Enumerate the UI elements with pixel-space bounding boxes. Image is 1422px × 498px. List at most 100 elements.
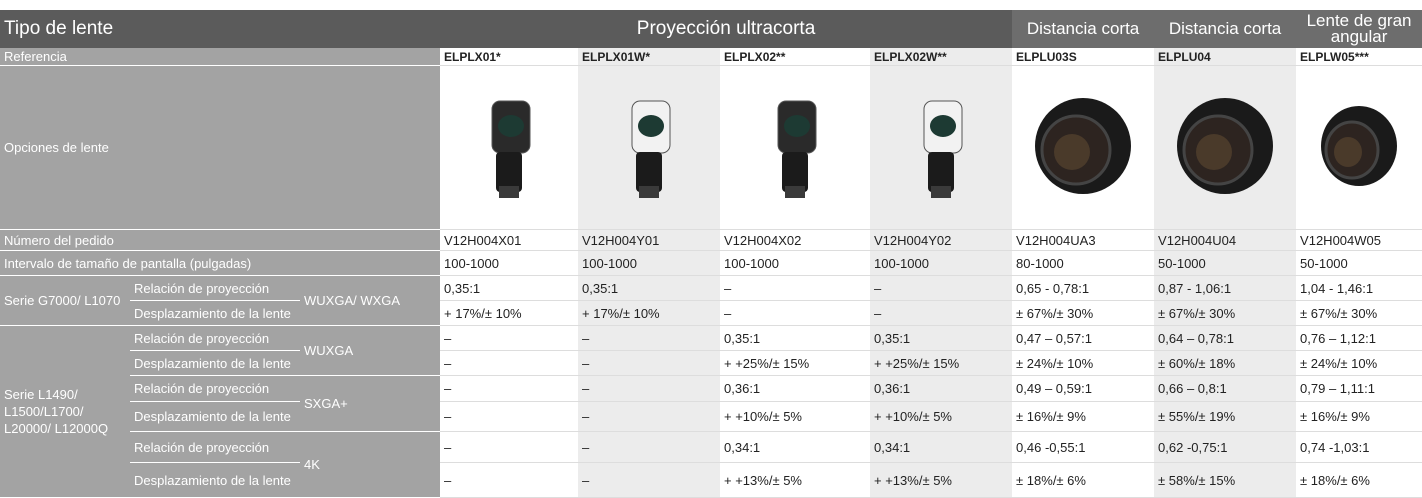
lens-cell (1296, 65, 1422, 230)
table-row: Serie L1490/ L1500/L1700/ L20000/ L12000… (0, 325, 1422, 498)
cell-value: – (578, 350, 721, 376)
row-label: Número del pedido (0, 229, 441, 251)
cell-value: V12H004X01 (440, 229, 579, 251)
cell-value: 0,35:1 (440, 275, 579, 301)
cell-value: 0,87 - 1,06:1 (1154, 275, 1297, 301)
cell-value: 0,35:1 (720, 325, 871, 351)
cell-value: 0,66 – 0,8:1 (1154, 375, 1297, 402)
row-label: Intervalo de tamaño de pantalla (pulgada… (0, 250, 441, 276)
cell-value: 0,47 – 0,57:1 (1012, 325, 1155, 351)
cell-value: + 17%/± 10% (440, 300, 579, 326)
lens-cell (1012, 65, 1155, 230)
cell-value: 0,34:1 (720, 431, 871, 463)
cell-value: V12H004Y02 (870, 229, 1013, 251)
table-row: Desplazamiento de la lente + 17%/± 10% + 1… (0, 300, 1422, 326)
header-group: Proyección ultracorta (440, 10, 1013, 48)
cell-value: V12H004U04 (1154, 229, 1297, 251)
sub-label: Relación de proyección (130, 375, 300, 402)
table-row: Número del pedido V12H004X01 V12H004Y01 V12… (0, 229, 1422, 251)
cell-value: ELPLX01W* (578, 48, 721, 66)
cell-value: – (440, 401, 579, 432)
sub-label: Desplazamiento de la lente (130, 401, 300, 432)
cell-value: V12H004W05 (1296, 229, 1422, 251)
header-group: Distancia corta (1154, 10, 1297, 48)
cell-value: ± 16%/± 9% (1296, 401, 1422, 432)
cell-value: 0,74 -1,03:1 (1296, 431, 1422, 463)
cell-value: ± 24%/± 10% (1012, 350, 1155, 376)
cell-value: ± 24%/± 10% (1296, 350, 1422, 376)
cell-value: – (440, 325, 579, 351)
lens-image (1321, 106, 1398, 186)
table-body: Tipo de lente Proyección ultracorta Distan… (0, 10, 1422, 498)
lens-image (491, 100, 531, 198)
cell-value: 0,62 -0,75:1 (1154, 431, 1297, 463)
cell-value: V12H004Y01 (578, 229, 721, 251)
cell-value: 0,49 – 0,59:1 (1012, 375, 1155, 402)
cell-value: + +25%/± 15% (870, 350, 1013, 376)
cell-value: 1,04 - 1,46:1 (1296, 275, 1422, 301)
cell-value: ELPLX01* (440, 48, 579, 66)
lens-cell (578, 65, 721, 230)
cell-value: ± 67%/± 30% (1154, 300, 1297, 326)
lens-image (631, 100, 671, 198)
lens-image (1177, 98, 1274, 194)
cell-value: 0,64 – 0,78:1 (1154, 325, 1297, 351)
table-row: Desplazamiento de la lente – – + +25%/± 15%… (0, 350, 1422, 376)
cell-value: – (440, 350, 579, 376)
cell-value: – (578, 401, 721, 432)
cell-value: 100-1000 (440, 250, 579, 276)
lens-image (777, 100, 817, 198)
cell-value: ± 55%/± 19% (1154, 401, 1297, 432)
cell-value: 0,46 -0,55:1 (1012, 431, 1155, 463)
cell-value: – (870, 275, 1013, 301)
table-row: Relación de proyección SXGA+ – –0,36:1 0,36:… (0, 375, 1422, 432)
cell-value: – (440, 462, 579, 498)
cell-value: ± 18%/± 6% (1296, 462, 1422, 498)
cell-value: 0,65 - 0,78:1 (1012, 275, 1155, 301)
cell-value: – (440, 375, 579, 402)
cell-value: ELPLX02** (720, 48, 871, 66)
sub-label: Desplazamiento de la lente (130, 350, 300, 376)
table-row: Desplazamiento de la lente – – + +10%/± 5% +… (0, 401, 1422, 432)
cell-value: – (578, 375, 721, 402)
cell-value: + +13%/± 5% (720, 462, 871, 498)
table-row: Serie G7000/ L1070 Relación de proyección… (0, 275, 1422, 326)
cell-value: ELPLU03S (1012, 48, 1155, 66)
cell-value: + +25%/± 15% (720, 350, 871, 376)
resolution-label: WUXGA (300, 325, 441, 376)
resolution-label: 4K (300, 431, 441, 498)
lens-image (923, 100, 963, 198)
cell-value: – (720, 300, 871, 326)
cell-value: – (578, 462, 721, 498)
cell-value: ELPLX02W** (870, 48, 1013, 66)
sub-label: Desplazamiento de la lente (130, 462, 300, 498)
cell-value: ± 67%/± 30% (1012, 300, 1155, 326)
table-row: Relación de proyección 4K – –0,34:1 0,34:1 0,… (0, 431, 1422, 498)
header-group: Distancia corta (1012, 10, 1155, 48)
cell-value: 0,36:1 (870, 375, 1013, 402)
cell-value: 0,76 – 1,12:1 (1296, 325, 1422, 351)
cell-value: + +10%/± 5% (720, 401, 871, 432)
cell-value: 80-1000 (1012, 250, 1155, 276)
lens-image (1035, 98, 1132, 194)
cell-value: 0,34:1 (870, 431, 1013, 463)
header-group: Lente de gran angular (1296, 10, 1422, 48)
table-row: Opciones de lente (0, 65, 1422, 230)
cell-value: 0,79 – 1,11:1 (1296, 375, 1422, 402)
table-row: Referencia ELPLX01* ELPLX01W* ELPLX02** ELPL… (0, 48, 1422, 66)
cell-value: ± 16%/± 9% (1012, 401, 1155, 432)
series-label: Serie L1490/ L1500/L1700/ L20000/ L12000… (0, 325, 130, 498)
lens-cell (870, 65, 1013, 230)
resolution-label: SXGA+ (300, 375, 441, 432)
cell-value: – (578, 325, 721, 351)
header-title: Tipo de lente (0, 10, 441, 48)
cell-value: – (440, 431, 579, 463)
sub-label: Desplazamiento de la lente (130, 300, 300, 326)
lens-table: Tipo de lente Proyección ultracorta Distan… (0, 10, 1422, 498)
cell-value: 50-1000 (1296, 250, 1422, 276)
series-label: Serie G7000/ L1070 (0, 275, 130, 326)
sub-label: Relación de proyección (130, 275, 300, 301)
resolution-label: WUXGA/ WXGA (300, 275, 441, 326)
sub-label: Relación de proyección (130, 325, 300, 351)
